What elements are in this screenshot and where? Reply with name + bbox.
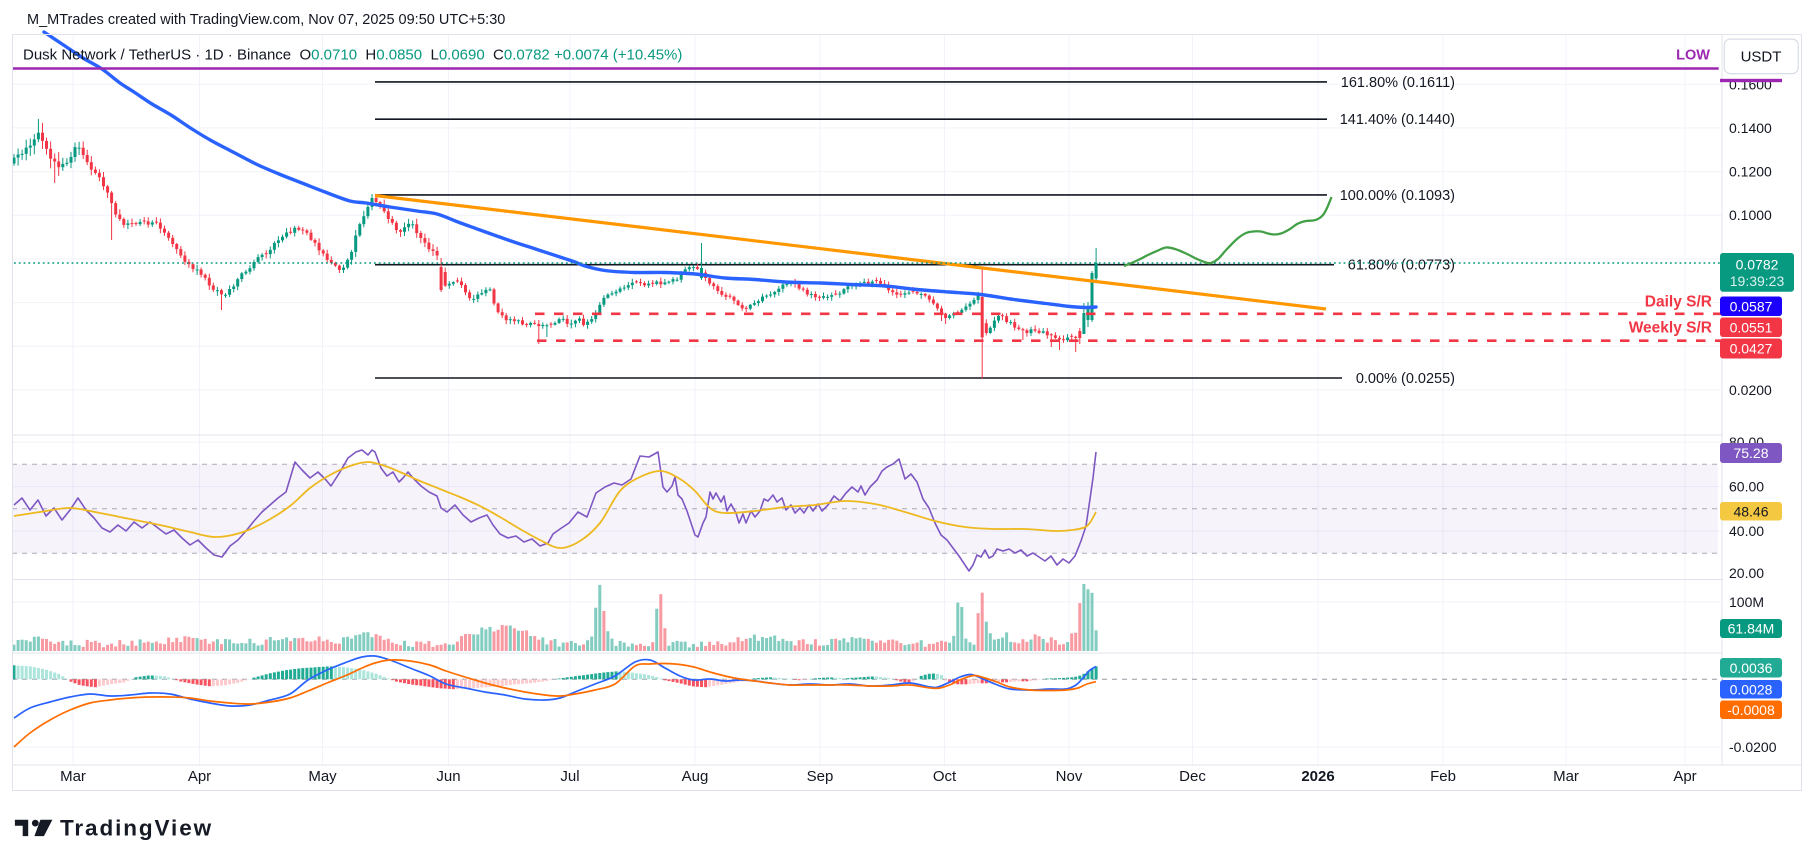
svg-text:61.80% (0.0773): 61.80% (0.0773) <box>1348 258 1455 274</box>
svg-text:2026: 2026 <box>1301 768 1334 785</box>
svg-text:0.00% (0.0255): 0.00% (0.0255) <box>1356 371 1455 387</box>
svg-text:Apr: Apr <box>188 768 211 785</box>
svg-text:161.80% (0.1611): 161.80% (0.1611) <box>1341 75 1455 91</box>
svg-text:0.0200: 0.0200 <box>1729 382 1772 398</box>
svg-text:100.00% (0.1093): 100.00% (0.1093) <box>1340 188 1455 204</box>
svg-text:48.46: 48.46 <box>1733 503 1768 519</box>
svg-text:Weekly S/R: Weekly S/R <box>1629 320 1712 337</box>
svg-text:Jul: Jul <box>560 768 579 785</box>
svg-text:61.84M: 61.84M <box>1728 621 1775 637</box>
svg-text:Jun: Jun <box>436 768 460 785</box>
svg-text:-0.0200: -0.0200 <box>1729 739 1777 755</box>
svg-text:100M: 100M <box>1729 594 1764 610</box>
svg-text:M_MTrades created with Trading: M_MTrades created with TradingView.com, … <box>27 12 505 28</box>
svg-text:40.00: 40.00 <box>1729 523 1764 539</box>
svg-text:0.1600: 0.1600 <box>1729 76 1772 92</box>
svg-text:LOW: LOW <box>1676 48 1710 64</box>
svg-text:0.0036: 0.0036 <box>1730 660 1773 676</box>
svg-text:0.1000: 0.1000 <box>1729 207 1772 223</box>
svg-text:Nov: Nov <box>1056 768 1083 785</box>
svg-text:USDT: USDT <box>1741 49 1782 66</box>
svg-text:Feb: Feb <box>1430 768 1456 785</box>
svg-text:60.00: 60.00 <box>1729 479 1764 495</box>
svg-text:0.1400: 0.1400 <box>1729 120 1772 136</box>
svg-text:Aug: Aug <box>682 768 709 785</box>
svg-text:75.28: 75.28 <box>1733 445 1768 461</box>
svg-text:Mar: Mar <box>60 768 86 785</box>
svg-text:0.0427: 0.0427 <box>1730 341 1773 357</box>
svg-text:Oct: Oct <box>933 768 957 785</box>
svg-text:0.0587: 0.0587 <box>1730 298 1773 314</box>
svg-text:0.0028: 0.0028 <box>1730 681 1773 697</box>
svg-text:Sep: Sep <box>807 768 834 785</box>
svg-text:0.1200: 0.1200 <box>1729 164 1772 180</box>
svg-text:-0.0008: -0.0008 <box>1727 702 1775 718</box>
svg-text:0.0551: 0.0551 <box>1730 319 1773 335</box>
svg-text:Dec: Dec <box>1179 768 1206 785</box>
svg-text:Apr: Apr <box>1673 768 1696 785</box>
svg-text:20.00: 20.00 <box>1729 565 1764 581</box>
svg-text:141.40% (0.1440): 141.40% (0.1440) <box>1340 112 1455 128</box>
svg-text:19:39:23: 19:39:23 <box>1730 273 1785 289</box>
svg-text:Daily S/R: Daily S/R <box>1645 294 1712 311</box>
svg-text:Dusk Network / TetherUS · 1D ·: Dusk Network / TetherUS · 1D · Binance O… <box>23 47 682 64</box>
svg-text:TradingView: TradingView <box>60 816 213 841</box>
svg-text:May: May <box>308 768 337 785</box>
svg-text:Mar: Mar <box>1553 768 1579 785</box>
svg-text:0.0782: 0.0782 <box>1736 257 1779 273</box>
